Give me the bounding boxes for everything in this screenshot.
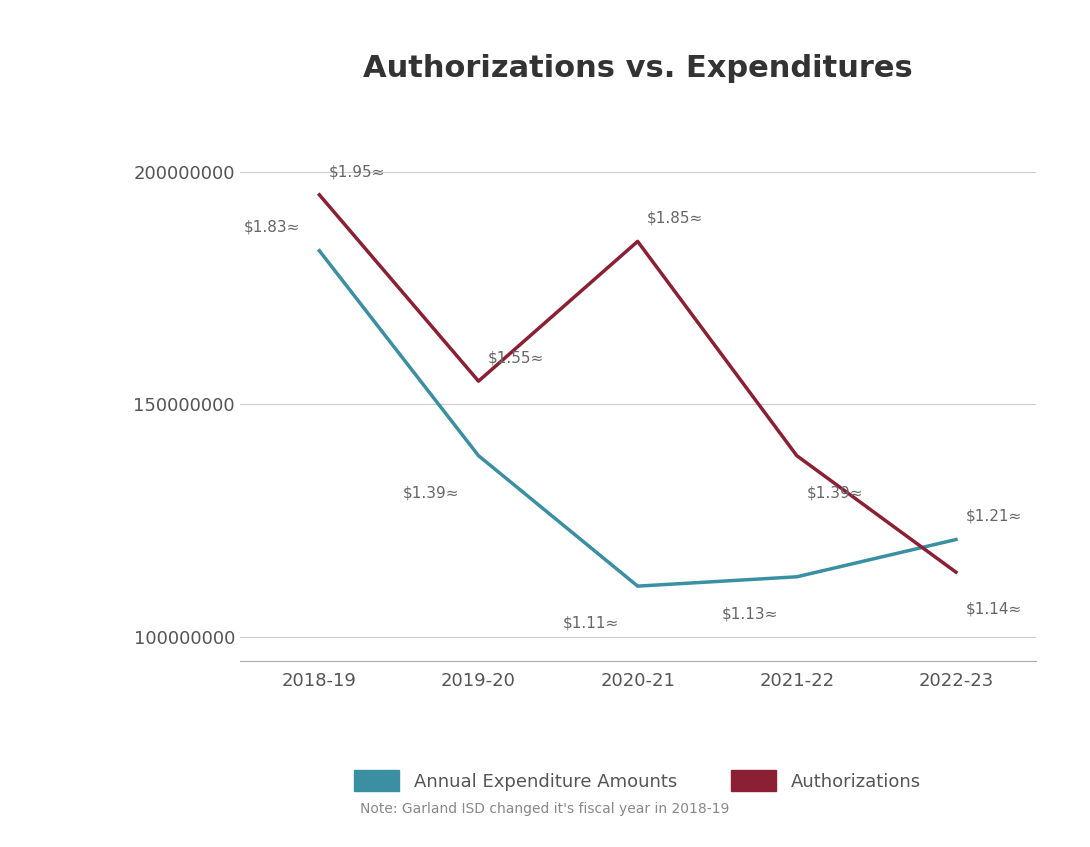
Text: $1.83≈: $1.83≈ — [244, 220, 300, 235]
Title: Authorizations vs. Expenditures: Authorizations vs. Expenditures — [363, 53, 912, 83]
Text: $1.21≈: $1.21≈ — [966, 509, 1021, 523]
Text: $1.95≈: $1.95≈ — [329, 164, 385, 179]
Text: $1.39≈: $1.39≈ — [403, 485, 459, 501]
Text: $1.85≈: $1.85≈ — [647, 211, 703, 225]
Text: $1.11≈: $1.11≈ — [562, 616, 618, 631]
Text: $1.13≈: $1.13≈ — [722, 606, 777, 622]
Text: $1.55≈: $1.55≈ — [488, 351, 544, 365]
Text: Note: Garland ISD changed it's fiscal year in 2018-19: Note: Garland ISD changed it's fiscal ye… — [361, 802, 729, 817]
Legend: Annual Expenditure Amounts, Authorizations: Annual Expenditure Amounts, Authorizatio… — [354, 770, 921, 791]
Text: $1.14≈: $1.14≈ — [966, 602, 1021, 617]
Text: $1.39≈: $1.39≈ — [807, 485, 863, 501]
